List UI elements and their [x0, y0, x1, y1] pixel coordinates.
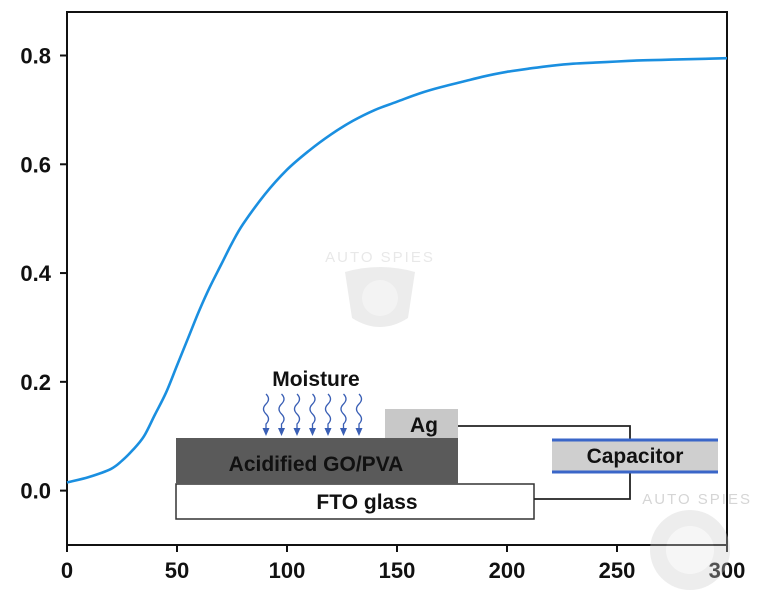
- watermark-corner: AUTO SPIES: [642, 491, 752, 590]
- y-tick-label: 0.4: [20, 261, 51, 286]
- moisture-arrow-icon: [324, 393, 332, 432]
- axis-ticks: 0 50 100 150 200 250 300 0.0 0.2 0.4 0.6 0.8: [20, 44, 745, 583]
- moisture-arrow-icon: [309, 393, 316, 432]
- x-tick-label: 250: [599, 558, 636, 583]
- x-tick-label: 50: [165, 558, 189, 583]
- x-tick-label: 0: [61, 558, 73, 583]
- go-pva-label: Acidified GO/PVA: [229, 453, 404, 476]
- moisture-arrowhead-icon: [355, 428, 363, 436]
- moisture-arrowhead-icon: [324, 428, 332, 436]
- moisture-arrowhead-icon: [278, 428, 285, 436]
- ag-label: Ag: [410, 414, 438, 437]
- moisture-arrow-icon: [340, 393, 347, 432]
- capacitor-body: [552, 440, 718, 472]
- fto-glass-label: FTO glass: [316, 491, 417, 514]
- x-tick-label: 100: [269, 558, 306, 583]
- moisture-arrowhead-icon: [262, 428, 270, 436]
- capacitor-label: Capacitor: [587, 445, 684, 468]
- ag-electrode: [385, 409, 458, 438]
- watermark-corner-text: AUTO SPIES: [642, 491, 752, 508]
- x-tick-label: 300: [709, 558, 746, 583]
- data-series-line: [66, 56, 728, 484]
- watermark-text: AUTO SPIES: [325, 249, 435, 266]
- fto-glass-layer: [175, 483, 535, 520]
- watermark-logo-icon: [345, 267, 415, 327]
- moisture-arrowhead-icon: [340, 428, 347, 436]
- moisture-arrows: [262, 393, 363, 436]
- moisture-arrowhead-icon: [309, 428, 316, 436]
- moisture-label: Moisture: [272, 368, 360, 391]
- x-tick-label: 150: [379, 558, 416, 583]
- moisture-arrow-icon: [278, 393, 285, 432]
- go-pva-layer: [176, 438, 458, 484]
- x-tick-label: 200: [489, 558, 526, 583]
- moisture-arrow-icon: [293, 393, 301, 432]
- y-tick-label: 0.2: [20, 370, 51, 395]
- circuit-wires: [458, 425, 631, 500]
- moisture-arrow-icon: [355, 393, 363, 432]
- watermark-center: AUTO SPIES: [325, 249, 435, 327]
- y-tick-label: 0.8: [20, 44, 51, 69]
- y-tick-label: 0.0: [20, 479, 51, 504]
- watermark-corner-logo-icon: [650, 510, 730, 590]
- y-tick-label: 0.6: [20, 152, 51, 177]
- moisture-arrow-icon: [262, 393, 270, 432]
- moisture-arrowhead-icon: [293, 428, 301, 436]
- device-schematic-inset: FTO glass Acidified GO/PVA Ag Capacitor …: [175, 368, 718, 520]
